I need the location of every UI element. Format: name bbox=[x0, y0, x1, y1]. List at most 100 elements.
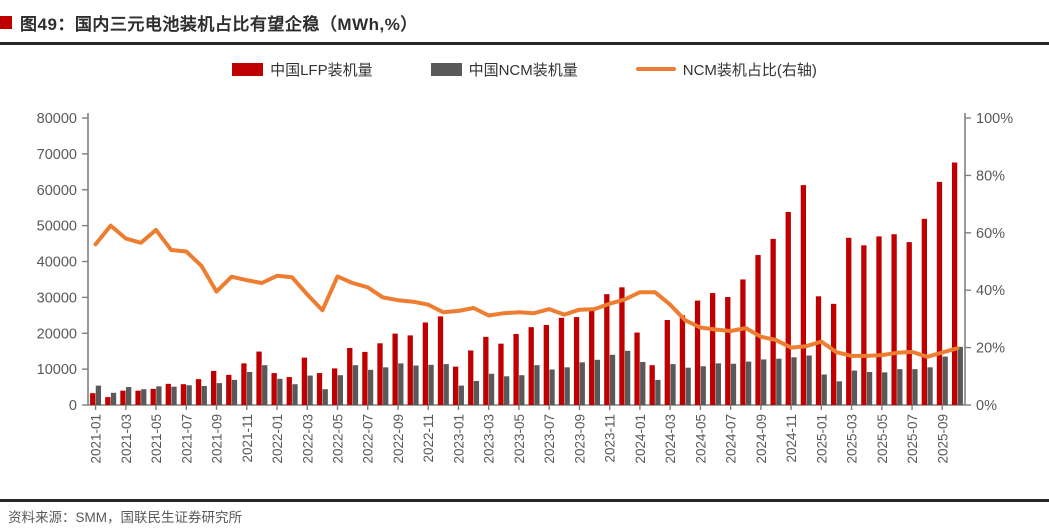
bar-lfp-2021-06 bbox=[165, 383, 171, 405]
bar-ncm-2023-06 bbox=[534, 365, 540, 405]
bar-ncm-2024-10 bbox=[776, 358, 782, 405]
bar-ncm-2025-07 bbox=[912, 369, 918, 405]
bar-lfp-2021-04 bbox=[135, 390, 141, 405]
bar-ncm-2021-05 bbox=[156, 386, 162, 405]
legend-item-2: NCM装机占比(右轴) bbox=[635, 59, 817, 80]
x-axis-tick-label: 2023-09 bbox=[572, 414, 587, 464]
bar-lfp-2023-08 bbox=[558, 317, 565, 405]
x-axis-tick-label: 2022-07 bbox=[361, 414, 376, 464]
bar-lfp-2024-11 bbox=[785, 211, 791, 405]
bar-lfp-2022-04 bbox=[316, 373, 323, 405]
bar-lfp-2022-05 bbox=[331, 368, 338, 405]
bar-lfp-2022-06 bbox=[347, 347, 353, 405]
bar-ncm-2021-04 bbox=[141, 389, 147, 405]
source-text: 资料来源：SMM，国联民生证券研究所 bbox=[8, 510, 242, 525]
legend-item-0: 中国LFP装机量 bbox=[232, 59, 373, 80]
x-axis-tick-label: 2024-05 bbox=[693, 414, 708, 464]
page-title: 图49：国内三元电池装机占比有望企稳（MWh,%） bbox=[20, 15, 418, 34]
left-axis-tick-label: 60000 bbox=[37, 183, 77, 199]
bar-lfp-2022-01 bbox=[271, 373, 277, 405]
bar-lfp-2025-04 bbox=[861, 245, 867, 405]
bar-lfp-2022-03 bbox=[301, 357, 308, 405]
bar-ncm-2023-02 bbox=[473, 380, 480, 405]
ncm-share-line bbox=[93, 223, 960, 359]
bar-ncm-2021-10 bbox=[231, 379, 238, 405]
footer-divider bbox=[0, 499, 1049, 502]
bar-lfp-2024-09 bbox=[755, 255, 761, 405]
bar-ncm-2025-09 bbox=[942, 356, 948, 405]
bar-ncm-2021-09 bbox=[216, 383, 223, 405]
bar-ncm-2022-07 bbox=[367, 369, 374, 405]
x-axis-tick-label: 2022-01 bbox=[270, 414, 285, 464]
legend-swatch-rect-icon bbox=[430, 62, 462, 76]
x-axis-tick-label: 2021-07 bbox=[179, 414, 194, 464]
legend-label: NCM装机占比(右轴) bbox=[682, 61, 817, 79]
right-axis-tick-label: 20% bbox=[976, 341, 1005, 357]
x-axis-tick-label: 2021-03 bbox=[119, 414, 134, 464]
bar-ncm-2023-12 bbox=[624, 350, 631, 405]
bar-ncm-2024-05 bbox=[700, 366, 706, 405]
bar-ncm-2022-02 bbox=[292, 384, 298, 405]
x-axis-tick-label: 2025-03 bbox=[845, 414, 860, 464]
bar-lfp-2024-07 bbox=[725, 297, 731, 405]
x-axis-tick-label: 2024-09 bbox=[754, 414, 769, 464]
bar-lfp-2023-10 bbox=[589, 309, 595, 405]
bar-lfp-2023-03 bbox=[483, 336, 489, 405]
bar-lfp-2023-11 bbox=[604, 294, 610, 405]
bar-ncm-2025-06 bbox=[897, 369, 903, 405]
bar-ncm-2021-01 bbox=[95, 385, 102, 405]
bar-ncm-2023-07 bbox=[549, 369, 555, 405]
bar-ncm-2022-09 bbox=[398, 363, 404, 405]
title-bullet-square-icon bbox=[0, 16, 12, 29]
bar-ncm-2021-06 bbox=[171, 386, 177, 405]
chart-legend: 中国LFP装机量 中国NCM装机量 NCM装机占比(右轴) bbox=[0, 47, 1049, 91]
bar-lfp-2024-08 bbox=[740, 279, 746, 405]
bar-ncm-2024-12 bbox=[806, 355, 812, 405]
bar-lfp-2021-12 bbox=[256, 351, 262, 405]
bar-lfp-2025-10 bbox=[951, 162, 958, 405]
bar-lfp-2021-10 bbox=[226, 374, 232, 405]
bar-lfp-2025-08 bbox=[921, 218, 927, 405]
bar-ncm-2025-01 bbox=[821, 374, 827, 405]
right-axis-tick-label: 100% bbox=[976, 111, 1013, 127]
x-axis-tick-label: 2025-07 bbox=[905, 414, 920, 464]
x-axis-tick-label: 2024-07 bbox=[724, 414, 739, 464]
bar-ncm-2024-08 bbox=[745, 361, 752, 405]
bar-ncm-2024-02 bbox=[655, 379, 661, 405]
bar-lfp-2021-05 bbox=[150, 388, 156, 405]
bar-ncm-2023-03 bbox=[488, 373, 495, 405]
left-axis-tick-label: 30000 bbox=[37, 290, 77, 306]
x-axis-tick-label: 2023-07 bbox=[542, 414, 557, 464]
bar-lfp-2025-01 bbox=[815, 296, 822, 405]
bar-ncm-2023-04 bbox=[504, 376, 510, 405]
bar-lfp-2025-06 bbox=[891, 234, 897, 405]
bar-lfp-2024-10 bbox=[770, 238, 776, 405]
bar-lfp-2021-11 bbox=[241, 363, 247, 405]
x-axis-tick-label: 2024-11 bbox=[784, 414, 799, 463]
x-axis-tick-label: 2023-11 bbox=[603, 414, 618, 463]
left-axis-tick-label: 10000 bbox=[37, 362, 77, 378]
bar-ncm-2025-02 bbox=[836, 381, 842, 405]
legend-item-1: 中国NCM装机量 bbox=[430, 59, 578, 80]
x-axis-tick-label: 2021-05 bbox=[149, 414, 164, 464]
legend-swatch-line-icon bbox=[635, 67, 676, 71]
bar-lfp-2024-02 bbox=[649, 365, 655, 405]
bar-ncm-2022-04 bbox=[322, 389, 328, 405]
bar-ncm-2022-12 bbox=[443, 364, 449, 405]
bar-lfp-2024-05 bbox=[694, 300, 701, 405]
bar-ncm-2024-09 bbox=[761, 359, 767, 405]
bar-lfp-2023-01 bbox=[452, 366, 459, 405]
bar-lfp-2024-03 bbox=[664, 319, 670, 405]
right-axis-tick-label: 60% bbox=[976, 226, 1005, 242]
bar-ncm-2025-04 bbox=[866, 371, 873, 405]
x-axis-tick-label: 2021-11 bbox=[240, 414, 255, 463]
left-axis-tick-label: 70000 bbox=[37, 147, 77, 163]
x-axis-tick-label: 2022-03 bbox=[300, 414, 315, 464]
bar-lfp-2023-04 bbox=[498, 343, 504, 405]
bar-lfp-2021-01 bbox=[90, 393, 96, 405]
x-axis-tick-label: 2025-05 bbox=[875, 414, 890, 464]
legend-swatch-rect-icon bbox=[232, 62, 264, 76]
right-axis-tick-label: 80% bbox=[976, 168, 1005, 184]
bar-lfp-2022-09 bbox=[392, 333, 398, 405]
bar-ncm-2021-07 bbox=[186, 385, 192, 405]
